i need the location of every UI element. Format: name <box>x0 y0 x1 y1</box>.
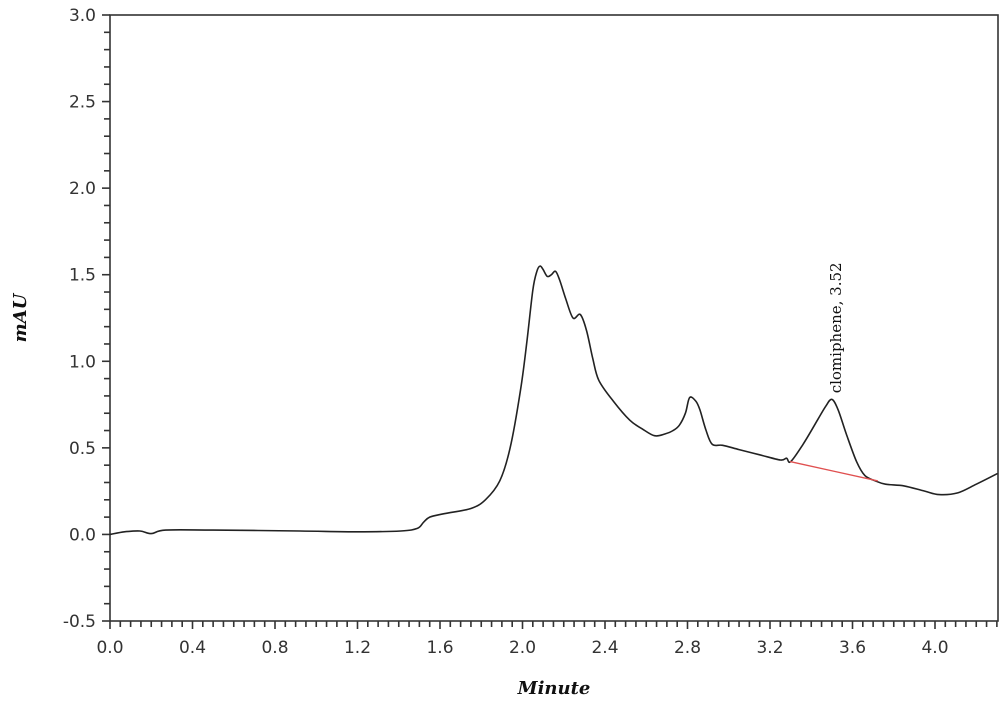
y-axis-title: mAU <box>10 292 31 342</box>
x-tick-label: 0.4 <box>179 638 206 658</box>
x-axis: 0.0 0.4 0.8 1.2 1.6 2.0 2.4 2.8 3.2 3.6 4.0 <box>96 621 998 658</box>
annotation-layer: clomiphene, 3.52 <box>827 262 845 393</box>
y-tick-label: 2.5 <box>69 93 96 113</box>
y-axis: -0.5 0.0 0.5 1.0 1.5 2.0 2.5 3.0 <box>63 6 110 632</box>
y-tick-label: 0.5 <box>69 439 96 459</box>
x-tick-label: 4.0 <box>921 638 948 658</box>
x-tick-label: 1.2 <box>344 638 371 658</box>
x-tick-label: 2.0 <box>509 638 536 658</box>
y-tick-label: 3.0 <box>69 6 96 26</box>
y-tick-label: 1.0 <box>69 352 96 372</box>
chromatogram-trace <box>109 265 998 536</box>
x-tick-label: 3.2 <box>756 638 783 658</box>
x-tick-label: 1.6 <box>426 638 453 658</box>
integration-baseline <box>789 461 878 482</box>
y-tick-label: -0.5 <box>63 612 96 632</box>
x-tick-label: 0.8 <box>261 638 288 658</box>
x-tick-label: 0.0 <box>96 638 123 658</box>
x-axis-title: Minute <box>517 678 591 699</box>
x-tick-label: 2.8 <box>674 638 701 658</box>
y-tick-label: 2.0 <box>69 179 96 199</box>
x-tick-label: 3.6 <box>839 638 866 658</box>
series-layer <box>109 265 998 536</box>
peak-annotation: clomiphene, 3.52 <box>827 262 845 393</box>
x-tick-label: 2.4 <box>591 638 618 658</box>
y-tick-label: 0.0 <box>69 525 96 545</box>
y-tick-label: 1.5 <box>69 266 96 286</box>
